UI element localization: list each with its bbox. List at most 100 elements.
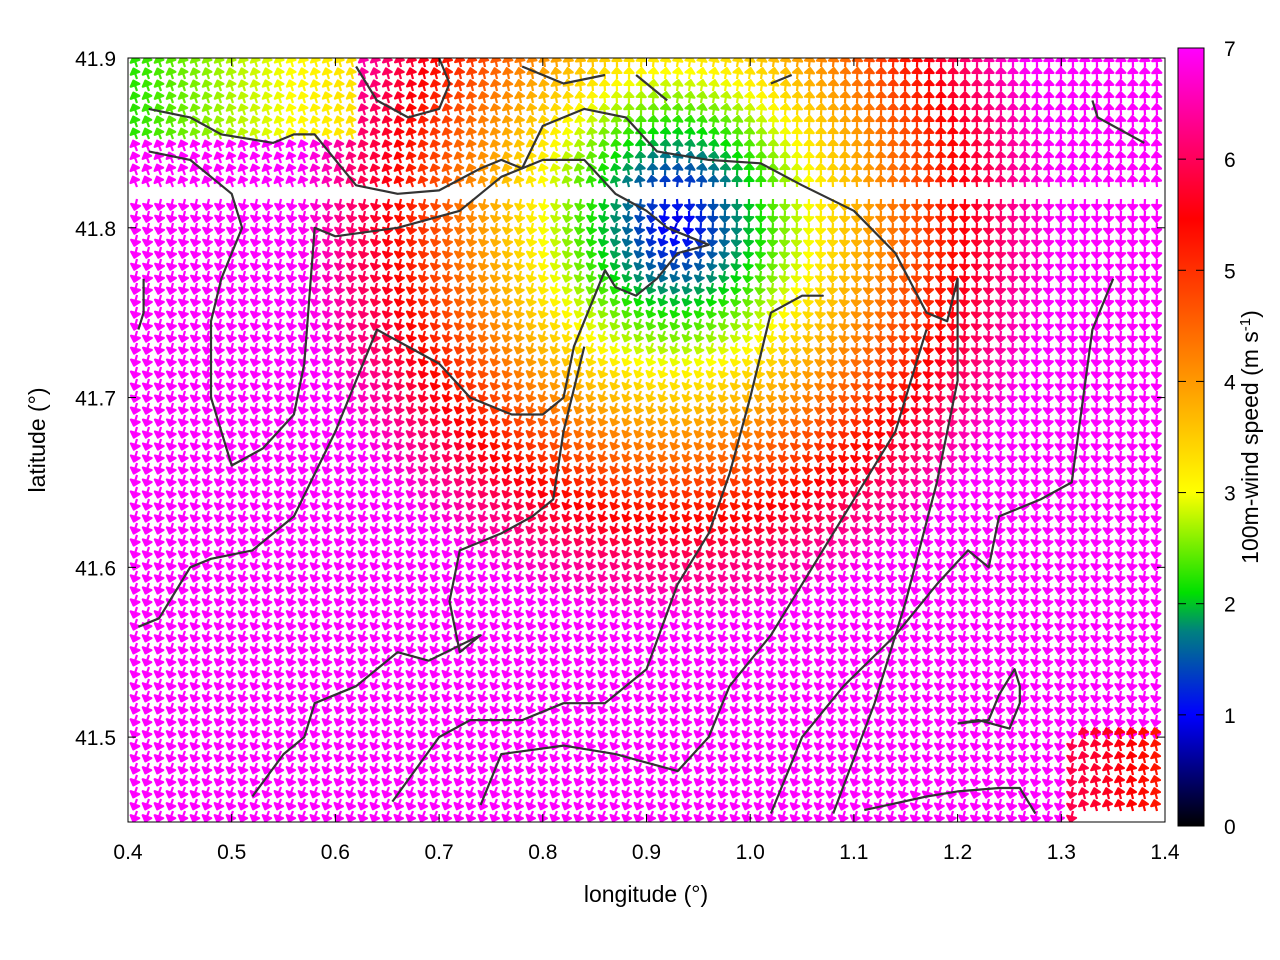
wind-vector bbox=[874, 282, 886, 295]
wind-vector bbox=[645, 354, 656, 367]
wind-vector bbox=[1067, 210, 1079, 224]
wind-vector bbox=[237, 151, 249, 164]
wind-vector bbox=[190, 246, 201, 259]
wind-vector bbox=[429, 378, 441, 391]
wind-vector bbox=[850, 270, 862, 283]
wind-vector bbox=[995, 90, 1007, 104]
wind-vector bbox=[286, 198, 298, 211]
wind-vector bbox=[971, 138, 983, 152]
wind-vector bbox=[923, 102, 935, 116]
wind-vector bbox=[430, 79, 441, 92]
wind-vector bbox=[863, 150, 875, 164]
wind-vector bbox=[453, 139, 465, 152]
wind-vector bbox=[826, 306, 838, 319]
wind-vector bbox=[851, 102, 863, 116]
wind-vector bbox=[681, 294, 693, 307]
wind-vector bbox=[720, 115, 732, 128]
wind-vector bbox=[393, 67, 405, 80]
wind-vector bbox=[899, 102, 911, 115]
wind-vector bbox=[1042, 294, 1054, 308]
wind-vector bbox=[694, 258, 705, 271]
wind-vector bbox=[549, 330, 561, 343]
wind-vector bbox=[922, 258, 935, 272]
wind-vector bbox=[982, 366, 994, 379]
wind-vector bbox=[514, 67, 526, 80]
wind-vector bbox=[910, 378, 922, 391]
wind-vector bbox=[743, 210, 755, 224]
wind-vector bbox=[585, 270, 597, 283]
wind-vector bbox=[827, 174, 839, 188]
wind-vector bbox=[478, 246, 489, 259]
wind-vector bbox=[393, 163, 405, 176]
wind-vector bbox=[249, 366, 261, 379]
wind-vector bbox=[958, 258, 971, 272]
wind-vector bbox=[887, 150, 899, 164]
wind-vector bbox=[597, 366, 609, 379]
wind-vector bbox=[178, 246, 189, 259]
wind-vector bbox=[731, 174, 743, 188]
wind-vector bbox=[309, 318, 321, 331]
wind-vector bbox=[623, 102, 635, 116]
wind-vector bbox=[1006, 306, 1018, 319]
wind-vector bbox=[310, 306, 321, 319]
wind-vector bbox=[959, 114, 971, 128]
wind-vector bbox=[381, 306, 393, 319]
wind-vector bbox=[959, 222, 971, 236]
wind-vector bbox=[357, 378, 369, 391]
wind-vector bbox=[621, 258, 633, 271]
wind-vector bbox=[357, 103, 369, 116]
wind-vector bbox=[454, 258, 465, 271]
wind-vector bbox=[394, 246, 405, 259]
wind-vector bbox=[406, 270, 417, 283]
wind-vector bbox=[334, 294, 345, 307]
wind-vector bbox=[839, 234, 851, 248]
wind-vector bbox=[720, 67, 732, 80]
wind-vector bbox=[671, 198, 684, 212]
wind-vector bbox=[959, 78, 971, 91]
wind-vector bbox=[874, 354, 886, 367]
wind-vector bbox=[346, 270, 357, 283]
wind-vector bbox=[1090, 174, 1103, 188]
wind-vector bbox=[405, 354, 417, 367]
wind-vector bbox=[983, 126, 995, 140]
wind-vector bbox=[345, 91, 357, 104]
wind-vector bbox=[791, 126, 803, 140]
wind-vector bbox=[526, 79, 538, 92]
wind-vector bbox=[959, 246, 971, 260]
wind-vector bbox=[1006, 318, 1018, 331]
wind-vector bbox=[696, 67, 708, 80]
wind-vector bbox=[1127, 162, 1139, 176]
wind-vector bbox=[609, 378, 621, 391]
wind-vector bbox=[250, 258, 261, 271]
wind-vector bbox=[189, 366, 201, 379]
wind-vector bbox=[850, 306, 862, 319]
wind-vector bbox=[369, 151, 381, 164]
wind-vector bbox=[297, 139, 309, 152]
wind-vector bbox=[418, 198, 430, 211]
wind-vector bbox=[298, 270, 309, 283]
wind-vector bbox=[501, 294, 513, 307]
wind-vector bbox=[225, 103, 237, 116]
wind-vector bbox=[669, 342, 681, 355]
wind-vector bbox=[768, 102, 780, 116]
wind-vector bbox=[815, 126, 827, 140]
wind-vector bbox=[1150, 342, 1162, 355]
wind-vector bbox=[1043, 258, 1055, 272]
wind-vector bbox=[561, 354, 573, 367]
wind-vector bbox=[598, 151, 610, 164]
wind-vector bbox=[827, 114, 839, 128]
wind-vector bbox=[959, 66, 971, 80]
wind-vector bbox=[310, 210, 322, 223]
wind-vector bbox=[684, 91, 696, 104]
wind-vector bbox=[286, 294, 297, 307]
wind-vector bbox=[1079, 222, 1091, 236]
wind-vector bbox=[946, 366, 958, 379]
wind-vector bbox=[732, 115, 744, 128]
wind-vector bbox=[358, 246, 369, 259]
wind-vector bbox=[417, 378, 429, 391]
wind-vector bbox=[911, 102, 923, 115]
wind-vector bbox=[947, 90, 959, 104]
wind-vector bbox=[982, 306, 994, 319]
wind-vector bbox=[501, 306, 513, 319]
wind-vector bbox=[369, 115, 381, 128]
